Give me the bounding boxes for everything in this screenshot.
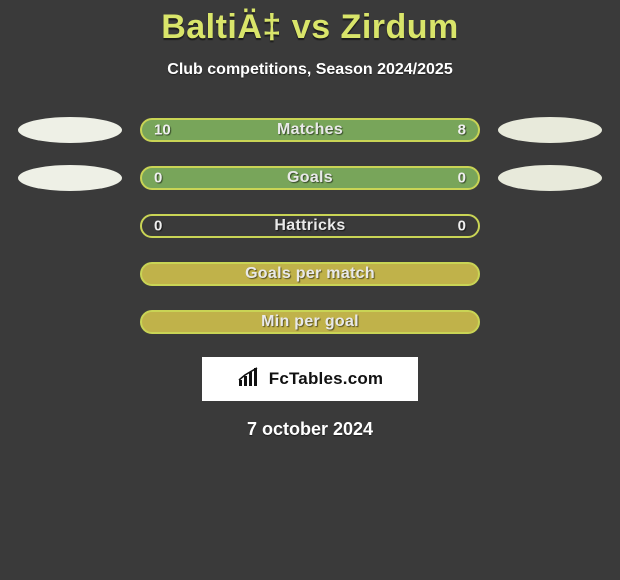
right-ellipse xyxy=(498,165,602,191)
stat-value-right: 0 xyxy=(458,218,466,235)
stat-value-left: 0 xyxy=(154,218,162,235)
stat-row: 0 Hattricks 0 xyxy=(0,213,620,239)
right-ellipse xyxy=(498,117,602,143)
stat-label: Hattricks xyxy=(274,217,345,235)
stat-row: 10 Matches 8 xyxy=(0,117,620,143)
stat-bar: 0 Goals 0 xyxy=(140,166,480,190)
stat-value-right: 0 xyxy=(458,170,466,187)
stat-value-right: 8 xyxy=(458,122,466,139)
footer-date: 7 october 2024 xyxy=(0,419,620,440)
stat-bar: Min per goal xyxy=(140,310,480,334)
stat-bar: 10 Matches 8 xyxy=(140,118,480,142)
stat-bar: Goals per match xyxy=(140,262,480,286)
stat-value-left: 0 xyxy=(154,170,162,187)
left-ellipse xyxy=(18,165,122,191)
stat-row: Min per goal xyxy=(0,309,620,335)
stat-label: Goals per match xyxy=(245,265,375,283)
stats-rows: 10 Matches 8 0 Goals 0 0 Hattricks 0 Goals per ma… xyxy=(0,117,620,335)
page-title: BaltiÄ‡ vs Zirdum xyxy=(0,0,620,47)
stat-label: Goals xyxy=(287,169,333,187)
stat-row: Goals per match xyxy=(0,261,620,287)
brand-badge: FcTables.com xyxy=(202,357,418,401)
stat-label: Min per goal xyxy=(261,313,359,331)
stat-bar: 0 Hattricks 0 xyxy=(140,214,480,238)
stat-row: 0 Goals 0 xyxy=(0,165,620,191)
stat-value-left: 10 xyxy=(154,122,171,139)
left-ellipse xyxy=(18,117,122,143)
brand-text: FcTables.com xyxy=(269,369,384,389)
chart-icon xyxy=(237,366,263,393)
stat-label: Matches xyxy=(277,121,343,139)
page-subtitle: Club competitions, Season 2024/2025 xyxy=(0,61,620,79)
